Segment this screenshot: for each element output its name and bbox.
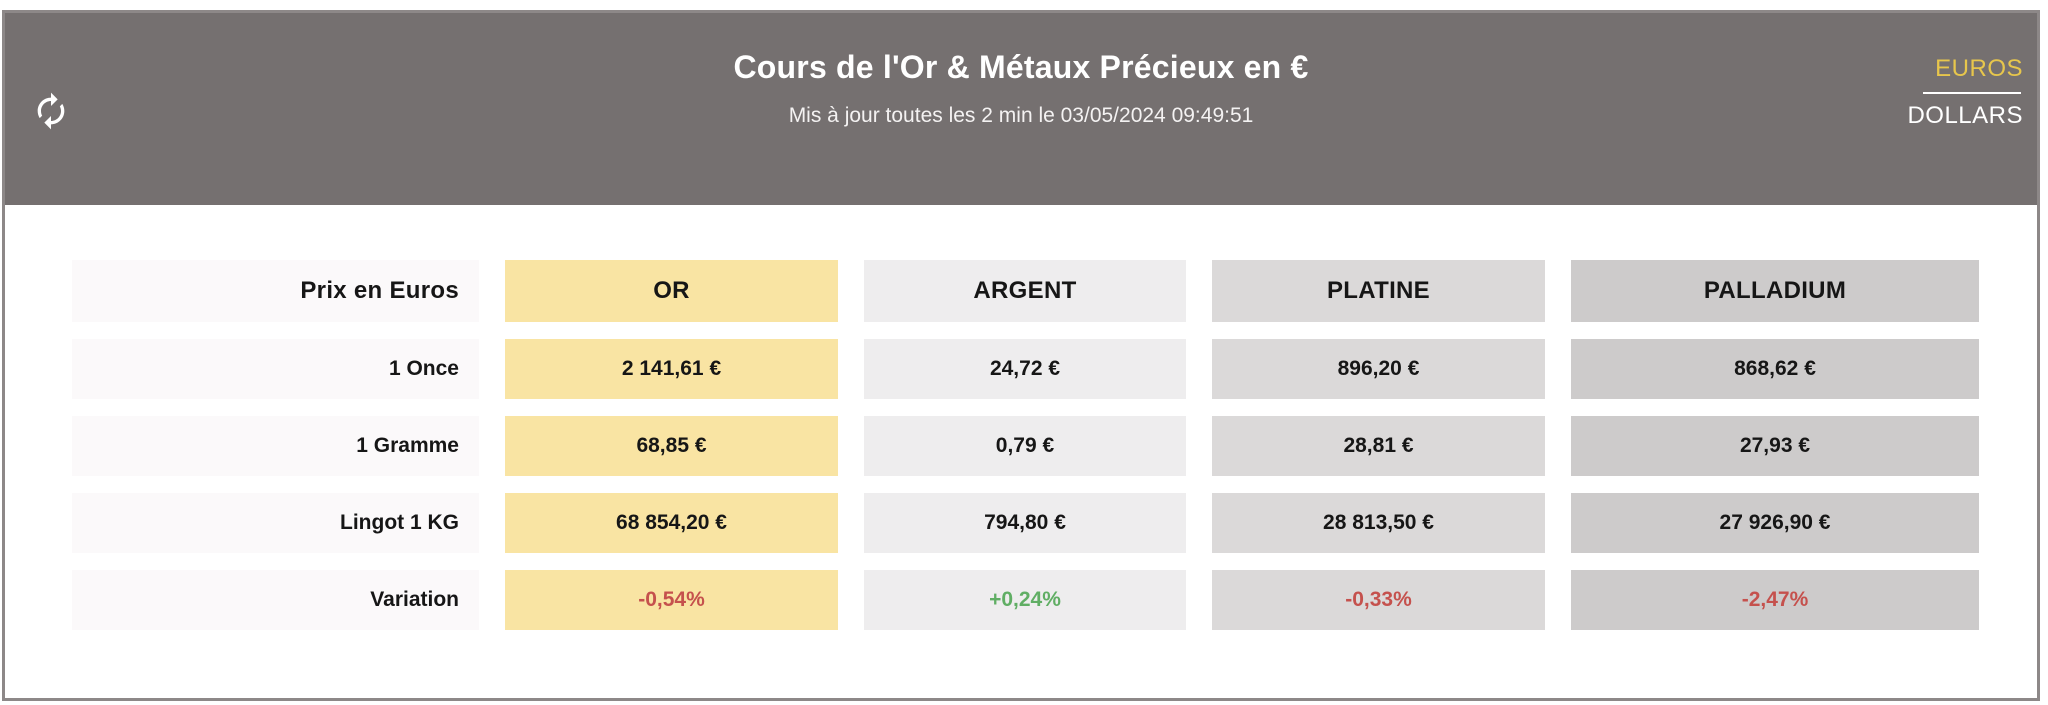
refresh-button[interactable] <box>31 89 75 133</box>
gold-price-widget: Cours de l'Or & Métaux Précieux en € Mis… <box>2 10 2040 701</box>
header-titles: Cours de l'Or & Métaux Précieux en € Mis… <box>5 13 2037 128</box>
last-updated-text: Mis à jour toutes les 2 min le 03/05/202… <box>788 104 1254 127</box>
widget-header: Cours de l'Or & Métaux Précieux en € Mis… <box>5 13 2037 205</box>
value-argent-gramme: 0,79 € <box>864 416 1186 476</box>
value-argent-lingot: 794,80 € <box>864 493 1186 553</box>
column-header-argent: ARGENT <box>864 260 1186 322</box>
table-corner-label: Prix en Euros <box>72 260 479 322</box>
variation-or: -0,54% <box>505 570 838 630</box>
value-palladium-gramme: 27,93 € <box>1571 416 1979 476</box>
currency-tab-dollars[interactable]: DOLLARS <box>1893 102 2023 130</box>
prices-table: Prix en Euros OR ARGENT PLATINE PALLADIU… <box>72 260 1987 630</box>
page-title: Cours de l'Or & Métaux Précieux en € <box>733 49 1309 85</box>
value-or-gramme: 68,85 € <box>505 416 838 476</box>
value-palladium-once: 868,62 € <box>1571 339 1979 399</box>
value-or-once: 2 141,61 € <box>505 339 838 399</box>
column-header-or: OR <box>505 260 838 322</box>
column-header-palladium: PALLADIUM <box>1571 260 1979 322</box>
currency-divider <box>1923 92 2021 94</box>
value-platine-gramme: 28,81 € <box>1212 416 1545 476</box>
currency-toggle: EUROS DOLLARS <box>1893 55 2023 130</box>
column-header-platine: PLATINE <box>1212 260 1545 322</box>
row-label-once: 1 Once <box>72 339 479 399</box>
value-platine-once: 896,20 € <box>1212 339 1545 399</box>
variation-palladium: -2,47% <box>1571 570 1979 630</box>
value-or-lingot: 68 854,20 € <box>505 493 838 553</box>
variation-platine: -0,33% <box>1212 570 1545 630</box>
row-label-gramme: 1 Gramme <box>72 416 479 476</box>
row-label-variation: Variation <box>72 570 479 630</box>
currency-tab-euros[interactable]: EUROS <box>1893 55 2023 83</box>
value-palladium-lingot: 27 926,90 € <box>1571 493 1979 553</box>
variation-argent: +0,24% <box>864 570 1186 630</box>
row-label-lingot: Lingot 1 KG <box>72 493 479 553</box>
value-platine-lingot: 28 813,50 € <box>1212 493 1545 553</box>
widget-body: Prix en Euros OR ARGENT PLATINE PALLADIU… <box>5 205 2037 698</box>
refresh-icon <box>31 91 75 131</box>
value-argent-once: 24,72 € <box>864 339 1186 399</box>
